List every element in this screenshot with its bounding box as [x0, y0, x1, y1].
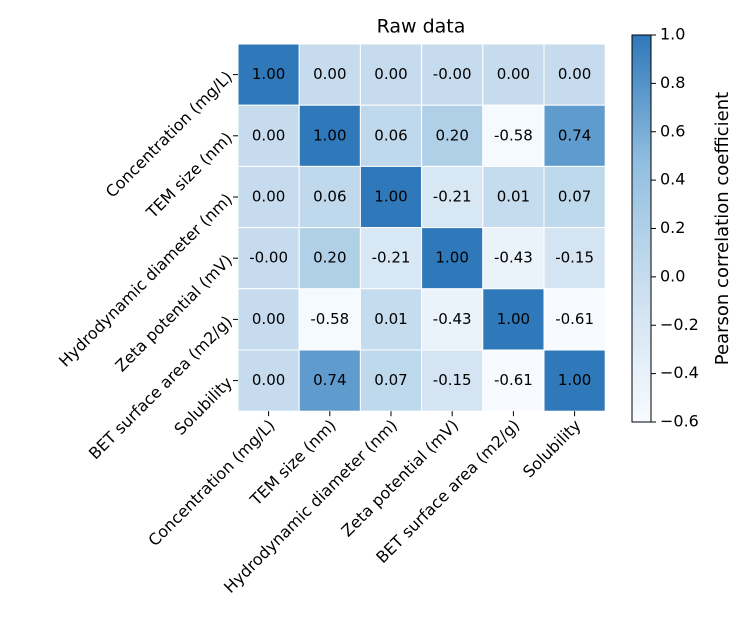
cell-label: 0.07 — [374, 371, 407, 389]
cell-label: -0.58 — [494, 126, 533, 144]
cell-label: 0.00 — [497, 65, 530, 83]
cell-label: 0.74 — [558, 126, 591, 144]
colorbar-tick-label: 0.2 — [660, 218, 685, 237]
y-tick-label: Solubility — [170, 373, 236, 439]
cell-label: -0.43 — [494, 249, 533, 267]
cell — [359, 43, 423, 106]
cell-label: -0.43 — [433, 310, 472, 328]
cell-label: 0.00 — [252, 310, 285, 328]
cell-label: 0.20 — [435, 126, 468, 144]
x-tick-label: Zeta potential (mV) — [338, 416, 463, 541]
cell-label: 1.00 — [313, 126, 346, 144]
colorbar-tick-label: 0.4 — [660, 170, 685, 189]
cell — [482, 227, 545, 290]
cell — [543, 288, 606, 351]
colorbar-tick-label: −0.2 — [660, 315, 699, 334]
colorbar-tick-label: 1.0 — [660, 25, 685, 44]
colorbar — [631, 34, 652, 423]
cell — [237, 349, 300, 412]
colorbar-tick-label: 0.0 — [660, 266, 685, 285]
cell-label: 1.00 — [558, 371, 591, 389]
cell — [237, 227, 300, 290]
cell-label: 0.00 — [374, 65, 407, 83]
cell-label: 0.00 — [558, 65, 591, 83]
cell-label: 1.00 — [374, 188, 407, 206]
colorbar-tick-label: −0.6 — [660, 412, 699, 431]
x-tick-label: Solubility — [519, 416, 585, 482]
cell-label: -0.61 — [555, 310, 594, 328]
cell — [359, 227, 423, 290]
cell-label: 0.00 — [313, 65, 346, 83]
cell-label: 0.00 — [252, 188, 285, 206]
cell — [298, 165, 361, 229]
cell-label: -0.58 — [310, 310, 349, 328]
cell — [543, 165, 606, 229]
cell-label: 0.07 — [558, 188, 591, 206]
colorbar-tick-label: −0.4 — [660, 363, 699, 382]
cell-label: 0.74 — [313, 371, 346, 389]
cell — [482, 288, 545, 351]
colorbar-tick-label: 0.8 — [660, 73, 685, 92]
cell-label: 1.00 — [435, 249, 468, 267]
cell — [543, 349, 606, 412]
cell-label: -0.15 — [555, 249, 594, 267]
cell-label: 0.06 — [374, 126, 407, 144]
cell — [421, 165, 484, 229]
cell — [421, 104, 484, 167]
cell-label: 0.01 — [497, 188, 530, 206]
cell — [237, 43, 300, 106]
cell — [298, 104, 361, 167]
cell — [421, 227, 484, 290]
cell-label: -0.00 — [433, 65, 472, 83]
cell — [237, 288, 300, 351]
cell-label: -0.21 — [372, 249, 411, 267]
colorbar-label: Pearson correlation coefficient — [712, 92, 733, 365]
cell-label: -0.21 — [433, 188, 472, 206]
chart-title: Raw data — [377, 16, 466, 38]
cell-label: 0.20 — [313, 249, 346, 267]
cell-label: 0.01 — [374, 310, 407, 328]
cell-label: -0.15 — [433, 371, 472, 389]
cell-label: 0.00 — [252, 126, 285, 144]
cell-label: -0.61 — [494, 371, 533, 389]
cell — [543, 43, 606, 106]
cell — [482, 165, 545, 229]
y-tick-label: Zeta potential (mV) — [111, 251, 236, 376]
cell — [421, 288, 484, 351]
cell — [298, 43, 361, 106]
cell-label: 1.00 — [252, 65, 285, 83]
cell-label: -0.00 — [249, 249, 288, 267]
cell — [543, 227, 606, 290]
cell — [359, 288, 423, 351]
cell-label: 0.06 — [313, 188, 346, 206]
cell-label: 1.00 — [497, 310, 530, 328]
cell — [543, 104, 606, 167]
cell-label: 0.00 — [252, 371, 285, 389]
colorbar-tick-label: 0.6 — [660, 121, 685, 140]
cell — [298, 227, 361, 290]
